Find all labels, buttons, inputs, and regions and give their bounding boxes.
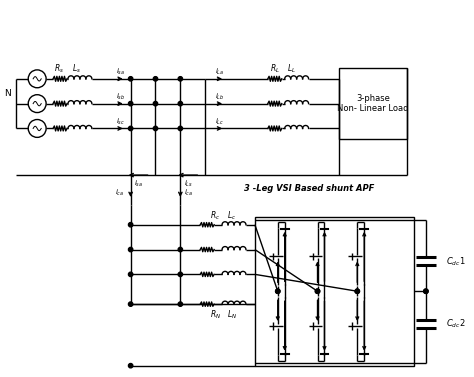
Text: $L_c$: $L_c$ [228,210,237,222]
Circle shape [178,272,182,277]
Text: 3-phase
Non- Linear Load: 3-phase Non- Linear Load [337,94,409,113]
Text: N: N [5,89,11,98]
Text: $R_c$: $R_c$ [210,210,220,222]
Text: $R_s$: $R_s$ [54,63,64,75]
Text: $i_{ca}$: $i_{ca}$ [115,188,124,198]
Bar [339,68,407,139]
Text: $i_{La}$: $i_{La}$ [215,67,225,77]
Circle shape [128,302,133,307]
Circle shape [128,101,133,106]
Text: $i_{ca}$: $i_{ca}$ [183,188,193,198]
Circle shape [128,247,133,252]
Circle shape [128,126,133,130]
Circle shape [355,289,359,293]
Text: $i_{sc}$: $i_{sc}$ [116,116,125,127]
Circle shape [355,289,359,293]
Bar [255,217,414,366]
Circle shape [315,289,319,293]
Text: $C_{dc}$2: $C_{dc}$2 [446,318,465,330]
Text: $i_{sa}$: $i_{sa}$ [116,67,125,77]
Circle shape [178,302,182,307]
Circle shape [153,126,158,130]
Circle shape [424,289,428,293]
Circle shape [153,101,158,106]
Text: $C_{dc}$1: $C_{dc}$1 [446,255,465,268]
Circle shape [424,289,428,293]
Circle shape [128,363,133,368]
Circle shape [128,222,133,227]
Text: $L_s$: $L_s$ [73,63,82,75]
Circle shape [275,289,280,293]
Text: $L_L$: $L_L$ [287,63,296,75]
Circle shape [153,77,158,81]
Text: $R_L$: $R_L$ [270,63,280,75]
Text: $i_{Ls}$: $i_{Ls}$ [184,179,193,189]
Circle shape [128,272,133,277]
Text: $i_{sb}$: $i_{sb}$ [116,92,125,102]
Text: 3 -Leg VSI Based shunt APF: 3 -Leg VSI Based shunt APF [245,184,375,193]
Circle shape [128,77,133,81]
Text: $R_N$: $R_N$ [210,309,221,321]
Text: $L_N$: $L_N$ [227,309,237,321]
Circle shape [178,126,182,130]
Text: $i_{sa}$: $i_{sa}$ [134,179,143,189]
Circle shape [315,289,319,293]
Text: $i_{Lc}$: $i_{Lc}$ [216,116,225,127]
Circle shape [178,77,182,81]
Circle shape [178,101,182,106]
Circle shape [275,289,280,293]
Text: $i_{Lb}$: $i_{Lb}$ [215,92,225,102]
Circle shape [178,247,182,252]
